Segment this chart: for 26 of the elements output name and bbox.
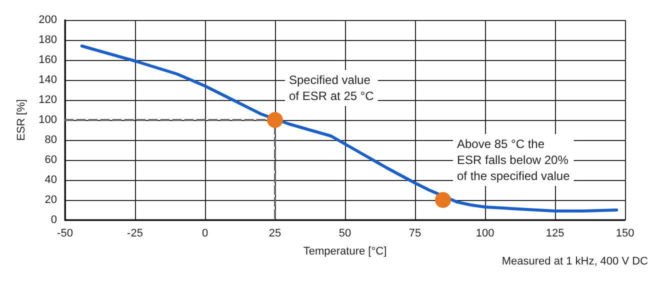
annotation: Above 85 °C the ESR falls below 20% of the specified value: [457, 137, 570, 183]
x-tick-label: 50: [338, 228, 352, 240]
y-tick-label: 80: [44, 134, 57, 146]
x-tick-label: 0: [202, 228, 208, 240]
x-tick-label: 150: [616, 228, 634, 240]
y-tick-label: 0: [50, 214, 57, 226]
y-tick-label: 100: [38, 114, 57, 126]
x-tick-label: 25: [268, 228, 282, 240]
y-tick-label: 200: [38, 14, 57, 26]
y-tick-label: 40: [44, 174, 57, 186]
y-tick-label: 160: [38, 54, 57, 66]
x-tick-label: -50: [57, 228, 73, 240]
y-axis-title: ESR [%]: [16, 99, 28, 141]
text: Measured at 1 kHz, 400 V DC: [502, 256, 648, 268]
annotation: Specified value of ESR at 25 °C: [289, 73, 374, 103]
x-tick-label: 75: [408, 228, 422, 240]
y-tick-label: 180: [38, 34, 57, 46]
x-tick-label: 125: [546, 228, 564, 240]
x-tick-label: -25: [127, 228, 143, 240]
y-tick-label: 60: [44, 154, 57, 166]
y-tick-label: 20: [44, 194, 57, 206]
y-tick-label: 120: [38, 94, 57, 106]
y-tick-label: 140: [38, 74, 57, 86]
x-tick-label: 100: [476, 228, 494, 240]
x-axis-title: Temperature [°C]: [303, 246, 387, 258]
line-series: [80, 44, 618, 212]
